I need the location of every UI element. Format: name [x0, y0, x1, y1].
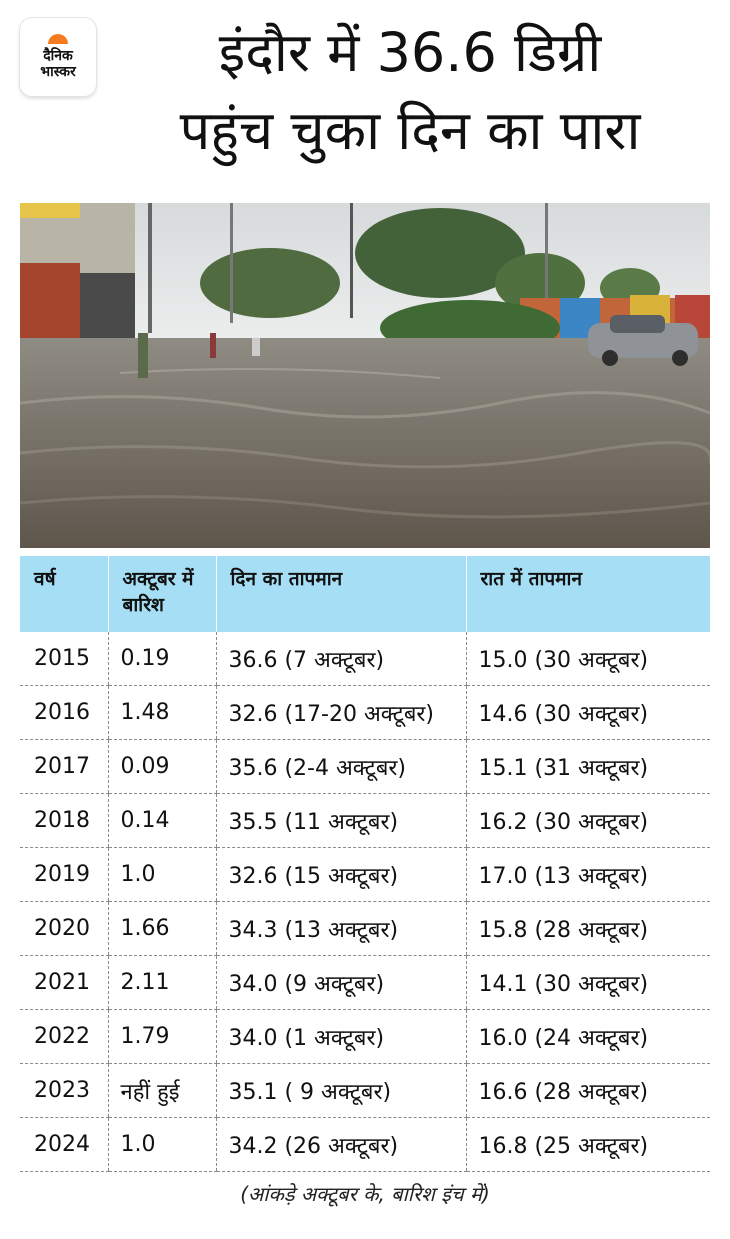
- cell-year: 2015: [20, 632, 108, 686]
- table-row: 2024 1.0 34.2 (26 अक्टूबर) 16.8 (25 अक्ट…: [20, 1117, 710, 1172]
- cell-rain: 1.48: [107, 685, 216, 740]
- table-row: 2023 नहीं हुई 35.1 ( 9 अक्टूबर) 16.6 (28…: [20, 1063, 710, 1118]
- table-row: 2021 2.11 34.0 (9 अक्टूबर) 14.1 (30 अक्ट…: [20, 955, 710, 1010]
- table-row: 2022 1.79 34.0 (1 अक्टूबर) 16.0 (24 अक्ट…: [20, 1009, 710, 1064]
- cell-year: 2018: [20, 793, 108, 848]
- cell-night-temp: 15.0 (30 अक्टूबर): [465, 632, 710, 686]
- cell-night-temp: 14.1 (30 अक्टूबर): [465, 955, 710, 1010]
- cell-rain: नहीं हुई: [107, 1063, 216, 1118]
- cell-year: 2024: [20, 1117, 108, 1172]
- table-row: 2019 1.0 32.6 (15 अक्टूबर) 17.0 (13 अक्ट…: [20, 847, 710, 902]
- cell-rain: 1.0: [107, 847, 216, 902]
- cell-day-temp: 32.6 (15 अक्टूबर): [215, 847, 466, 902]
- table-row: 2015 0.19 36.6 (7 अक्टूबर) 15.0 (30 अक्ट…: [20, 632, 710, 686]
- cell-night-temp: 16.6 (28 अक्टूबर): [465, 1063, 710, 1118]
- cell-night-temp: 16.2 (30 अक्टूबर): [465, 793, 710, 848]
- cell-year: 2017: [20, 739, 108, 794]
- title-line2: पहुंच चुका दिन का पारा: [179, 99, 641, 162]
- cell-rain: 1.79: [107, 1009, 216, 1064]
- cell-rain: 2.11: [107, 955, 216, 1010]
- footnote: (आंकड़े अक्टूबर के, बारिश इंच में): [240, 1182, 490, 1206]
- temperature-table: वर्ष अक्टूबर में बारिश दिन का तापमान रात…: [20, 556, 710, 1172]
- cell-day-temp: 34.0 (9 अक्टूबर): [215, 955, 466, 1010]
- cell-rain: 1.0: [107, 1117, 216, 1172]
- cell-day-temp: 34.3 (13 अक्टूबर): [215, 901, 466, 956]
- cell-year: 2023: [20, 1063, 108, 1118]
- table-header-row: वर्ष अक्टूबर में बारिश दिन का तापमान रात…: [20, 556, 710, 632]
- header-day-temp: दिन का तापमान: [215, 556, 466, 632]
- cell-day-temp: 34.0 (1 अक्टूबर): [215, 1009, 466, 1064]
- cell-year: 2022: [20, 1009, 108, 1064]
- cell-night-temp: 15.1 (31 अक्टूबर): [465, 739, 710, 794]
- cell-day-temp: 35.1 ( 9 अक्टूबर): [215, 1063, 466, 1118]
- header-rain: अक्टूबर में बारिश: [107, 556, 216, 632]
- cell-rain: 0.14: [107, 793, 216, 848]
- page-title: इंदौर में 36.6 डिग्री पहुंच चुका दिन का …: [100, 14, 720, 170]
- table-row: 2020 1.66 34.3 (13 अक्टूबर) 15.8 (28 अक्…: [20, 901, 710, 956]
- table-row: 2017 0.09 35.6 (2-4 अक्टूबर) 15.1 (31 अक…: [20, 739, 710, 794]
- cell-year: 2016: [20, 685, 108, 740]
- cell-year: 2020: [20, 901, 108, 956]
- cell-day-temp: 32.6 (17-20 अक्टूबर): [215, 685, 466, 740]
- dainik-bhaskar-logo: दैनिक भास्कर: [20, 18, 96, 96]
- table-row: 2016 1.48 32.6 (17-20 अक्टूबर) 14.6 (30 …: [20, 685, 710, 740]
- cell-day-temp: 35.5 (11 अक्टूबर): [215, 793, 466, 848]
- logo-text-line1: दैनिक: [43, 48, 73, 64]
- logo-text-line2: भास्कर: [40, 64, 76, 80]
- cell-night-temp: 17.0 (13 अक्टूबर): [465, 847, 710, 902]
- cell-night-temp: 16.8 (25 अक्टूबर): [465, 1117, 710, 1172]
- header-night-temp: रात में तापमान: [465, 556, 710, 632]
- flooded-street-photo: [20, 203, 710, 548]
- cell-rain: 1.66: [107, 901, 216, 956]
- cell-day-temp: 36.6 (7 अक्टूबर): [215, 632, 466, 686]
- header-year: वर्ष: [34, 568, 56, 590]
- cell-night-temp: 15.8 (28 अक्टूबर): [465, 901, 710, 956]
- sun-logo-icon: [48, 34, 68, 44]
- cell-day-temp: 34.2 (26 अक्टूबर): [215, 1117, 466, 1172]
- cell-rain: 0.09: [107, 739, 216, 794]
- cell-rain: 0.19: [107, 632, 216, 686]
- cell-year: 2021: [20, 955, 108, 1010]
- cell-night-temp: 16.0 (24 अक्टूबर): [465, 1009, 710, 1064]
- title-line1: इंदौर में 36.6 डिग्री: [218, 21, 602, 84]
- cell-year: 2019: [20, 847, 108, 902]
- table-row: 2018 0.14 35.5 (11 अक्टूबर) 16.2 (30 अक्…: [20, 793, 710, 848]
- cell-night-temp: 14.6 (30 अक्टूबर): [465, 685, 710, 740]
- temperature-table-container: वर्ष अक्टूबर में बारिश दिन का तापमान रात…: [20, 556, 710, 1172]
- cell-day-temp: 35.6 (2-4 अक्टूबर): [215, 739, 466, 794]
